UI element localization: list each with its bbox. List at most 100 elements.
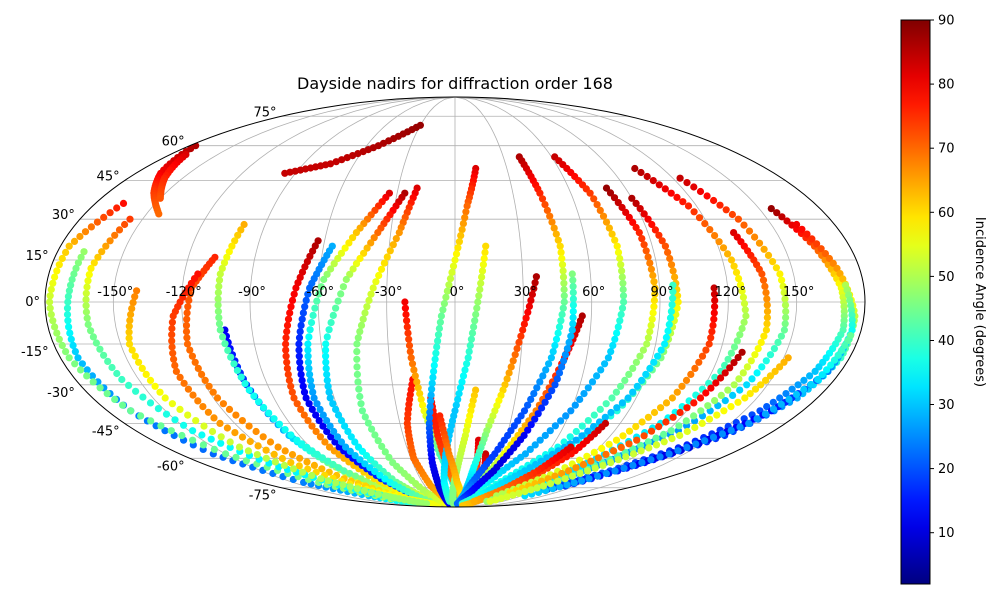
data-point (549, 348, 557, 356)
data-point (351, 472, 359, 480)
data-point (281, 447, 289, 455)
data-point (404, 329, 412, 337)
data-point (571, 401, 579, 409)
longitude-tick-label: 60° (582, 285, 605, 300)
data-point (135, 358, 143, 366)
data-point (319, 411, 327, 419)
data-point (156, 194, 164, 202)
data-point (287, 382, 295, 390)
longitude-tick-label: 150° (783, 285, 814, 300)
data-point (668, 435, 676, 443)
data-point (355, 385, 363, 393)
data-point (730, 359, 738, 367)
data-point (378, 442, 386, 450)
data-point (605, 224, 614, 232)
data-point (343, 154, 351, 162)
data-point (475, 292, 483, 300)
data-point (717, 391, 725, 399)
data-point (613, 329, 621, 337)
data-point (717, 374, 725, 382)
data-point (306, 376, 315, 384)
data-point (326, 422, 334, 430)
colorbar-ticks: 10 20 30 40 50 60 70 80 90 (930, 14, 955, 541)
data-point (667, 307, 676, 315)
data-point (578, 422, 586, 430)
data-point (180, 421, 188, 429)
data-point (629, 218, 637, 226)
data-point (639, 346, 648, 354)
data-point (125, 340, 134, 348)
data-point (238, 433, 247, 441)
data-point (762, 289, 770, 297)
data-point (245, 422, 253, 430)
data-point (676, 408, 684, 417)
data-point (349, 152, 357, 160)
data-point (532, 273, 541, 281)
data-point (156, 388, 164, 396)
data-point (371, 431, 379, 439)
data-point (649, 309, 657, 317)
data-point (322, 352, 330, 360)
data-point (433, 343, 441, 351)
data-point (618, 304, 627, 312)
data-point (769, 405, 778, 413)
data-point (278, 454, 286, 463)
data-point (128, 346, 136, 354)
data-point (625, 370, 633, 378)
data-point (427, 397, 435, 405)
data-point (711, 296, 719, 304)
data-point (96, 345, 104, 353)
data-point (286, 309, 294, 317)
data-point (426, 403, 434, 411)
data-point (614, 456, 622, 464)
data-point (676, 431, 684, 440)
data-point (669, 413, 677, 421)
data-point (108, 363, 116, 372)
data-point (703, 192, 711, 200)
data-point (313, 400, 321, 408)
data-point (323, 417, 331, 425)
data-point (538, 195, 547, 203)
data-point (439, 306, 447, 314)
data-point (607, 348, 615, 356)
data-point (209, 388, 217, 396)
data-point (646, 364, 654, 372)
latitude-tick-label: 75° (253, 105, 276, 120)
data-point (83, 283, 91, 291)
data-point (572, 427, 580, 436)
data-point (319, 422, 327, 430)
data-point (82, 302, 90, 310)
data-point (785, 395, 793, 403)
data-point (480, 254, 488, 263)
data-point (813, 240, 821, 248)
data-point (62, 348, 70, 356)
data-point (522, 314, 530, 322)
data-point (800, 376, 808, 384)
data-point (746, 390, 754, 398)
data-point (632, 423, 640, 431)
data-point (416, 390, 424, 398)
data-point (632, 358, 641, 366)
data-point (793, 220, 801, 229)
data-point (296, 328, 304, 336)
data-point (322, 358, 330, 366)
data-point (761, 282, 769, 290)
data-point (405, 335, 413, 343)
data-point (548, 387, 556, 395)
data-point (354, 334, 362, 342)
data-point (70, 237, 79, 245)
data-point (332, 304, 340, 312)
data-point (309, 388, 317, 396)
data-point (462, 208, 470, 216)
data-point (777, 332, 786, 340)
data-point (432, 349, 440, 357)
data-point (183, 309, 191, 317)
data-point (599, 212, 608, 220)
data-point (620, 298, 628, 306)
data-point (115, 226, 124, 234)
data-point (558, 363, 566, 371)
data-point (310, 394, 318, 402)
data-point (448, 268, 456, 276)
data-point (208, 427, 217, 436)
data-point (588, 378, 597, 386)
